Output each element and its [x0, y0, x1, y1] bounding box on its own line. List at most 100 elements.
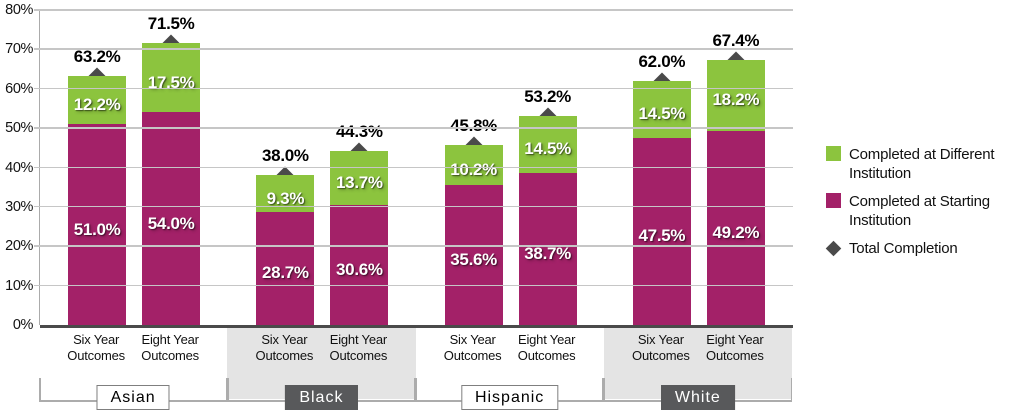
stacked-bar-asian-eight-year-outcomes: 71.5% 17.5% 54.0%	[142, 14, 201, 325]
category-box-asian: Asian	[96, 385, 170, 410]
segment-starting-asian-eight-year-outcomes: 54.0%	[142, 112, 201, 325]
segment-starting-black-six-year-outcomes: 28.7%	[256, 211, 315, 325]
stacked-bar-asian-six-year-outcomes: 63.2% 12.2% 51.0%	[68, 47, 127, 325]
gridline-70	[34, 48, 793, 50]
bar-x-label-black-eight-year-outcomes: Eight Year Outcomes	[329, 332, 388, 363]
segment-starting-label-asian-six-year-outcomes: 51.0%	[73, 219, 121, 239]
segment-starting-label-asian-eight-year-outcomes: 54.0%	[147, 213, 195, 233]
total-label-asian-eight-year-outcomes: 71.5%	[147, 14, 195, 34]
gridline-40	[34, 166, 793, 168]
bar-x-label-white-six-year-outcomes: Six Year Outcomes	[632, 332, 690, 363]
stacked-bar-white-six-year-outcomes: 62.0% 14.5% 47.5%	[632, 52, 691, 325]
segment-different-asian-six-year-outcomes: 12.2%	[68, 76, 127, 125]
gridline-30	[34, 205, 793, 208]
segment-starting-label-black-six-year-outcomes: 28.7%	[262, 263, 309, 283]
segment-different-white-six-year-outcomes: 14.5%	[632, 80, 691, 138]
segment-starting-hispanic-six-year-outcomes: 35.6%	[444, 184, 503, 325]
segment-starting-label-hispanic-six-year-outcomes: 35.6%	[450, 249, 497, 269]
gridline-60	[34, 87, 793, 90]
group-bracket-tick-right-asian	[225, 378, 228, 401]
segment-starting-black-eight-year-outcomes: 30.6%	[330, 204, 389, 325]
stacked-bar-white-eight-year-outcomes: 67.4% 18.2% 49.2%	[706, 31, 765, 325]
stacked-bar-hispanic-eight-year-outcomes: 53.2% 14.5% 38.7%	[518, 87, 577, 325]
legend-label-completed-at-different-institution: Completed at Different Institution	[849, 146, 995, 182]
gridline-80	[34, 9, 793, 11]
y-tick-label-50: 50%	[5, 120, 33, 137]
total-label-hispanic-eight-year-outcomes: 53.2%	[524, 86, 571, 106]
legend-square-icon-1	[826, 193, 841, 208]
legend: Completed at Different Institution Comple…	[825, 145, 1022, 267]
segment-different-hispanic-eight-year-outcomes: 14.5%	[518, 115, 577, 173]
segment-different-hispanic-six-year-outcomes: 10.2%	[444, 144, 503, 185]
segment-starting-white-six-year-outcomes: 47.5%	[632, 137, 691, 325]
group-bracket-tick-right-hispanic	[602, 378, 604, 401]
segment-different-label-asian-six-year-outcomes: 12.2%	[73, 95, 121, 115]
category-label-bands: Six Year Outcomes Eight Year Outcomes Six …	[39, 328, 792, 399]
group-white: 62.0% 14.5% 47.5% 67.4% 18.2% 49.2%	[605, 10, 793, 325]
segment-different-label-hispanic-eight-year-outcomes: 14.5%	[524, 139, 571, 159]
segment-different-label-white-six-year-outcomes: 14.5%	[638, 104, 686, 124]
group-footer-black: Black	[227, 378, 416, 413]
segment-starting-label-black-eight-year-outcomes: 30.6%	[336, 259, 383, 279]
y-tick-label-80: 80%	[5, 2, 33, 18]
group-bracket-tick-left-white	[603, 378, 606, 401]
legend-label-total-completion: Total Completion	[849, 240, 958, 257]
y-tick-label-10: 10%	[5, 277, 33, 294]
legend-item-completed-at-starting-institution: Completed at Starting Institution	[826, 192, 1022, 230]
category-band-asian: Six Year Outcomes Eight Year Outcomes	[39, 328, 227, 399]
segment-different-label-black-eight-year-outcomes: 13.7%	[336, 172, 383, 192]
group-hispanic: 45.8% 10.2% 35.6% 53.2% 14.5% 38.7%	[417, 10, 605, 325]
segment-starting-label-white-eight-year-outcomes: 49.2%	[712, 223, 760, 243]
bar-x-label-asian-eight-year-outcomes: Eight Year Outcomes	[141, 332, 199, 363]
segment-different-label-hispanic-six-year-outcomes: 10.2%	[450, 159, 497, 179]
legend-diamond-icon-2	[825, 240, 842, 257]
group-asian: 63.2% 12.2% 51.0% 71.5% 17.5% 54.0%	[40, 10, 228, 325]
segment-starting-label-white-six-year-outcomes: 47.5%	[638, 226, 686, 246]
y-tick-label-0: 0%	[12, 317, 34, 333]
gridline-20	[34, 245, 793, 247]
group-bracket-tick-left-black	[227, 378, 229, 401]
y-tick-label-70: 70%	[5, 41, 33, 58]
segment-different-label-white-eight-year-outcomes: 18.2%	[712, 90, 760, 110]
legend-item-completed-at-different-institution: Completed at Different Institution	[826, 145, 1022, 183]
category-box-hispanic: Hispanic	[460, 385, 559, 410]
stacked-bar-black-six-year-outcomes: 38.0% 9.3% 28.7%	[256, 146, 315, 325]
total-label-black-six-year-outcomes: 38.0%	[262, 146, 309, 166]
segment-starting-asian-six-year-outcomes: 51.0%	[68, 124, 127, 325]
bar-x-label-white-eight-year-outcomes: Eight Year Outcomes	[706, 332, 764, 363]
legend-label-completed-at-starting-institution: Completed at Starting Institution	[849, 193, 990, 229]
bar-x-label-hispanic-eight-year-outcomes: Eight Year Outcomes	[517, 332, 576, 363]
segment-different-asian-eight-year-outcomes: 17.5%	[142, 43, 201, 113]
category-band-hispanic: Six Year Outcomes Eight Year Outcomes	[416, 328, 604, 399]
group-bracket-tick-right-black	[414, 378, 416, 401]
category-footers: Asian Black Hispanic White	[39, 378, 792, 413]
group-footer-white: White	[603, 378, 792, 413]
y-axis: 0% 10% 20% 30% 40% 50% 60% 70% 80%	[0, 0, 33, 340]
bar-x-label-hispanic-six-year-outcomes: Six Year Outcomes	[443, 332, 502, 363]
stacked-bar-black-eight-year-outcomes: 44.3% 13.7% 30.6%	[330, 122, 389, 325]
group-bracket-tick-right-white	[790, 378, 792, 401]
total-label-asian-six-year-outcomes: 63.2%	[73, 47, 121, 67]
category-box-white: White	[660, 385, 735, 410]
total-label-white-eight-year-outcomes: 67.4%	[712, 30, 760, 50]
legend-item-total-completion: Total Completion	[825, 239, 1022, 258]
group-bracket-tick-left-hispanic	[415, 378, 417, 401]
bar-x-label-black-six-year-outcomes: Six Year Outcomes	[255, 332, 314, 363]
segment-different-black-eight-year-outcomes: 13.7%	[330, 150, 389, 205]
category-box-black: Black	[285, 385, 358, 410]
x-axis-line	[40, 325, 793, 328]
group-footer-asian: Asian	[39, 378, 228, 413]
y-tick-label-60: 60%	[5, 80, 33, 97]
y-tick-label-30: 30%	[5, 198, 33, 215]
gridline-10	[34, 284, 793, 287]
stacked-bar-hispanic-six-year-outcomes: 45.8% 10.2% 35.6%	[444, 116, 503, 325]
total-label-black-eight-year-outcomes: 44.3%	[336, 121, 383, 141]
total-label-hispanic-six-year-outcomes: 45.8%	[450, 115, 497, 135]
segment-different-label-black-six-year-outcomes: 9.3%	[266, 188, 305, 208]
legend-square-icon-0	[826, 146, 841, 161]
bar-groups: 63.2% 12.2% 51.0% 71.5% 17.5% 54.0% 38.0% 9.3% 2…	[40, 10, 793, 325]
segment-starting-white-eight-year-outcomes: 49.2%	[706, 131, 765, 325]
segment-starting-label-hispanic-eight-year-outcomes: 38.7%	[524, 243, 571, 263]
group-footer-hispanic: Hispanic	[415, 378, 604, 413]
